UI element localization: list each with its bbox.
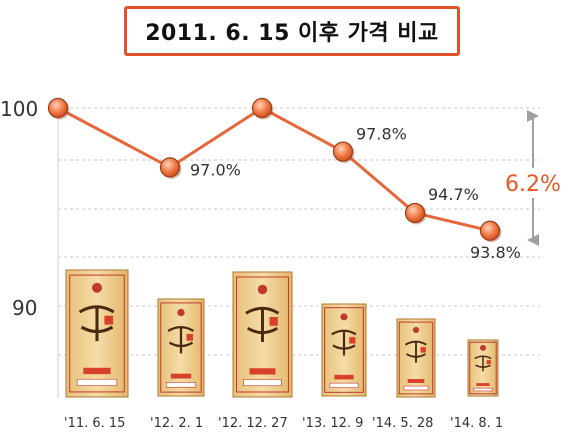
data-point-marker — [251, 97, 274, 120]
data-point-marker — [332, 141, 355, 164]
annotation-background — [502, 168, 574, 198]
y-tick-label: 90 — [12, 296, 37, 320]
data-point-marker — [479, 220, 502, 243]
grid-lines — [57, 107, 540, 398]
product-box-icon — [396, 318, 436, 398]
data-label: 97.0% — [190, 160, 241, 179]
data-labels: 97.0% 97.8% 94.7% 93.8% — [190, 125, 521, 262]
product-box-icon — [157, 298, 205, 397]
y-axis: 100 90 — [0, 97, 38, 320]
x-tick-label: '14. 5. 28 — [372, 416, 433, 431]
product-box-icon — [232, 271, 293, 398]
chart-title-box: 2011. 6. 15 이후 가격 비교 — [124, 6, 460, 56]
series-line — [57, 106, 491, 233]
data-point-marker — [404, 202, 427, 225]
product-box-icon — [467, 339, 499, 397]
x-axis: '11. 6. 15 '12. 2. 1 '12. 12. 27 '13. 12. 9… — [64, 416, 503, 431]
difference-label: 6.2% — [505, 172, 561, 197]
data-label: 94.7% — [428, 185, 479, 204]
y-tick-label: 100 — [0, 97, 38, 121]
x-tick-label: '12. 12. 27 — [218, 416, 288, 431]
data-label: 97.8% — [356, 125, 407, 144]
data-label: 93.8% — [470, 243, 521, 262]
data-point-marker — [47, 97, 70, 120]
chart-title: 2011. 6. 15 이후 가격 비교 — [145, 21, 439, 46]
x-tick-label: '13. 12. 9 — [302, 416, 363, 431]
product-box-icon — [321, 303, 367, 397]
product-boxes — [65, 269, 499, 398]
data-point-marker — [159, 157, 182, 179]
x-tick-label: '11. 6. 15 — [64, 416, 125, 431]
series-polyline — [57, 106, 491, 233]
difference-annotation: 6.2% — [502, 110, 574, 246]
x-tick-label: '12. 2. 1 — [150, 416, 203, 431]
product-box-icon — [65, 269, 129, 398]
x-tick-label: '14. 8. 1 — [450, 416, 503, 431]
series-markers — [47, 97, 502, 243]
